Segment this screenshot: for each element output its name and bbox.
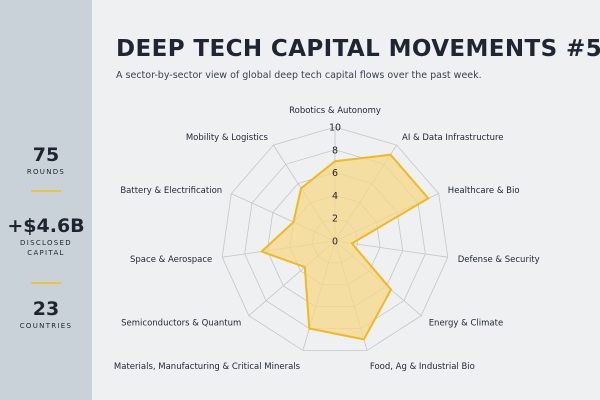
- page-subtitle: A sector-by-sector view of global deep t…: [116, 70, 482, 81]
- stat-countries: 23 COUNTRIES: [0, 298, 92, 331]
- axis-label: AI & Data Infrastructure: [402, 133, 504, 143]
- axis-label: Food, Ag & Industrial Bio: [370, 362, 475, 372]
- tick-label: 4: [332, 191, 338, 202]
- stat-value: 23: [32, 298, 60, 320]
- stat-label: COUNTRIES: [19, 322, 73, 330]
- axis-label: Battery & Electrification: [120, 186, 222, 196]
- axis-label: Semiconductors & Quantum: [121, 319, 241, 329]
- stat-label: ROUNDS: [26, 168, 66, 176]
- axis-label: Robotics & Autonomy: [289, 106, 381, 116]
- stat-label: DISCLOSED: [20, 239, 72, 247]
- axis-label: Energy & Climate: [429, 319, 504, 329]
- radar-series: [259, 153, 430, 341]
- axis-label: Materials, Manufacturing & Critical Mine…: [114, 362, 301, 372]
- stat-divider: [31, 190, 61, 192]
- tick-label: 2: [332, 214, 338, 225]
- radar-axis-labels: Robotics & Autonomy AI & Data Infrastruct…: [114, 106, 540, 372]
- tick-label: 0: [332, 237, 338, 248]
- stat-value: 75: [32, 144, 60, 166]
- axis-label: Mobility & Logistics: [186, 133, 269, 143]
- radar-ticks: 0 2 4 6 8 10: [329, 123, 341, 248]
- series-polygon: [259, 153, 430, 341]
- axis-label: Defense & Security: [458, 255, 540, 265]
- radar-chart: 0 2 4 6 8 10 Robotics & Autonomy AI & Data Inf…: [114, 106, 540, 372]
- grid-ring: [221, 126, 449, 351]
- stat-value: +$4.6B: [7, 215, 85, 237]
- axis-label: Healthcare & Bio: [448, 186, 520, 196]
- page-title: DEEP TECH CAPITAL MOVEMENTS #59: [116, 36, 600, 62]
- tick-label: 6: [332, 168, 338, 179]
- axis-label: Space & Aerospace: [130, 255, 212, 265]
- stat-label: CAPITAL: [27, 249, 65, 257]
- tick-label: 8: [332, 145, 338, 156]
- sidebar: 75 ROUNDS +$4.6B DISCLOSED CAPITAL 23 CO…: [0, 0, 92, 400]
- stat-divider: [31, 282, 61, 284]
- grid-spoke: [334, 240, 448, 258]
- stat-capital: +$4.6B DISCLOSED CAPITAL: [0, 215, 92, 258]
- stat-rounds: 75 ROUNDS: [0, 144, 92, 177]
- tick-label: 10: [329, 123, 341, 134]
